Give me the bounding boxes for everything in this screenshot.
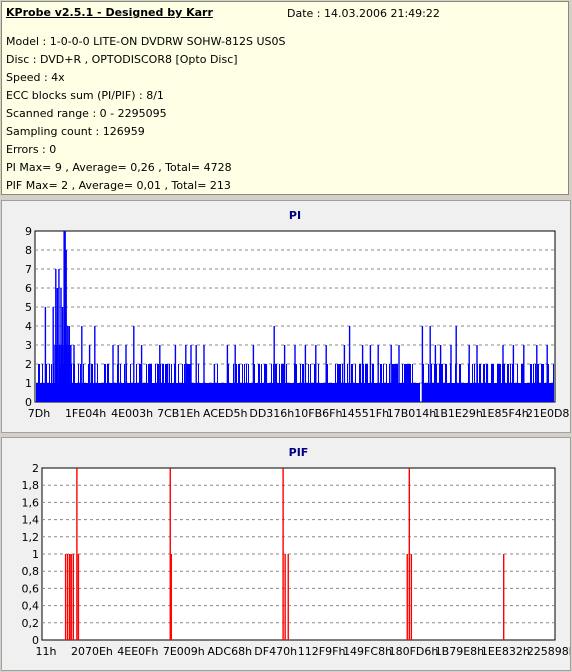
y-tick-label: 1: [32, 548, 39, 561]
x-tick-label: ADC68h: [207, 645, 252, 658]
chart-title: PI: [289, 209, 301, 222]
x-tick-label: 1B1E29h: [433, 407, 482, 420]
chart-title: PIF: [289, 446, 309, 459]
y-tick-label: 0,2: [22, 617, 40, 630]
y-tick-label: 7: [25, 263, 32, 276]
pi-summary-line: PI Max= 9 , Average= 0,26 , Total= 4728: [6, 161, 232, 174]
pif-chart: PIF 0 0,2 0,4 0,6 0,8 1 1,2 1,4 1,6 1,8 2 11h 2070Eh 4…: [22, 446, 571, 658]
y-tick-label: 1,4: [22, 514, 40, 527]
y-tick-label: 9: [25, 225, 32, 238]
model-line: Model : 1-0-0-0 LITE-ON DVDRW SOHW-812S …: [6, 35, 286, 48]
errors-line: Errors : 0: [6, 143, 57, 156]
x-tick-label: 1EE832h: [481, 645, 530, 658]
y-tick-label: 0: [32, 634, 39, 647]
y-tick-label: 3: [25, 339, 32, 352]
y-tick-label: 4: [25, 320, 32, 333]
y-tick-label: 1,6: [22, 496, 40, 509]
x-tick-label: 17B014h: [387, 407, 437, 420]
y-tick-label: 1: [25, 377, 32, 390]
x-tick-label: 112F9Fh: [298, 645, 346, 658]
pi-chart: PI 0 1 2 3 4 5 6 7 8 9 7Dh 1FE04h 4E003h 7CB1Eh ACED5h D…: [25, 209, 570, 420]
x-tick-label: 1B79E8h: [435, 645, 484, 658]
plot-area: [41, 467, 556, 641]
x-tick-label: 149FC8h: [343, 645, 392, 658]
info-panel: KProbe v2.5.1 - Designed by Karr Date : …: [1, 1, 569, 195]
x-tick-label: 1FE04h: [65, 407, 106, 420]
scan-date: Date : 14.03.2006 21:49:22: [287, 7, 440, 20]
x-tick-label: 21E0D8h: [526, 407, 570, 420]
y-tick-label: 1,2: [22, 531, 40, 544]
y-tick-label: 2: [32, 462, 39, 475]
y-tick-label: 0,4: [22, 600, 40, 613]
x-tick-label: 7Dh: [28, 407, 50, 420]
y-tick-label: 0,8: [22, 565, 40, 578]
x-tick-label: 10FB6Fh: [294, 407, 342, 420]
x-tick-label: 225898h: [527, 645, 570, 658]
speed-line: Speed : 4x: [6, 71, 65, 84]
x-tick-label: 4EE0Fh: [117, 645, 158, 658]
y-tick-label: 0: [25, 396, 32, 409]
x-tick-label: 1E85F4h: [481, 407, 529, 420]
x-tick-label: 7E009h: [163, 645, 205, 658]
pif-chart-panel: PIF 0 0,2 0,4 0,6 0,8 1 1,2 1,4 1,6 1,8 2 11h 2070Eh 4…: [1, 437, 571, 671]
app-title: KProbe v2.5.1 - Designed by Karr: [6, 6, 213, 19]
x-tick-label: 14551Fh: [341, 407, 389, 420]
x-tick-label: 11h: [36, 645, 57, 658]
sampling-line: Sampling count : 126959: [6, 125, 145, 138]
x-tick-label: 2070Eh: [71, 645, 113, 658]
disc-line: Disc : DVD+R , OPTODISCOR8 [Opto Disc]: [6, 53, 238, 66]
x-tick-label: 180FD6h: [389, 645, 439, 658]
x-tick-label: DF470h: [254, 645, 297, 658]
y-tick-label: 6: [25, 282, 32, 295]
y-tick-label: 2: [25, 358, 32, 371]
range-line: Scanned range : 0 - 2295095: [6, 107, 167, 120]
pi-chart-panel: PI 0 1 2 3 4 5 6 7 8 9 7Dh 1FE04h 4E003h 7CB1Eh ACED5h D…: [1, 200, 571, 433]
pif-summary-line: PIF Max= 2 , Average= 0,01 , Total= 213: [6, 179, 231, 192]
x-tick-label: 4E003h: [111, 407, 153, 420]
y-tick-label: 1,8: [22, 479, 40, 492]
ecc-line: ECC blocks sum (PI/PIF) : 8/1: [6, 89, 164, 102]
y-tick-label: 5: [25, 301, 32, 314]
y-tick-label: 8: [25, 244, 32, 257]
y-tick-label: 0,6: [22, 582, 40, 595]
x-tick-label: ACED5h: [203, 407, 247, 420]
x-tick-label: DD316h: [249, 407, 294, 420]
x-tick-label: 7CB1Eh: [157, 407, 200, 420]
